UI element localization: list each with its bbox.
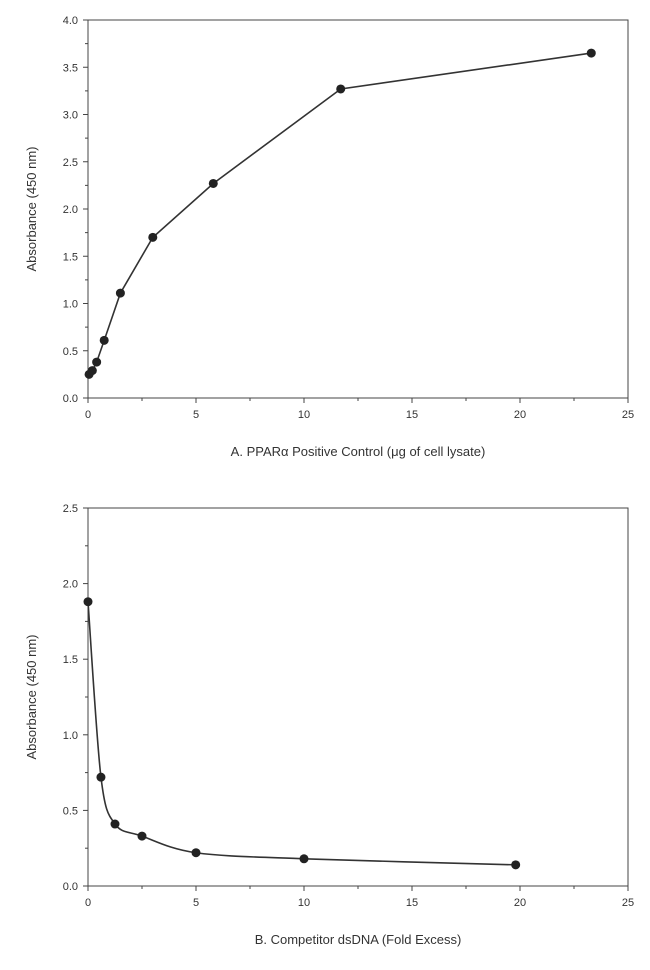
y-tick-label: 4.0 (63, 15, 78, 27)
data-point (83, 597, 93, 607)
y-tick-label: 3.0 (63, 110, 78, 122)
y-tick-label: 1.5 (63, 251, 78, 263)
x-tick-label: 25 (622, 409, 634, 421)
x-tick-label: 15 (406, 897, 418, 909)
y-tick-label: 2.0 (63, 579, 78, 591)
x-tick-label: 0 (85, 897, 91, 909)
data-point (110, 819, 120, 829)
y-axis-label: Absorbance (450 nm) (24, 634, 39, 759)
y-tick-label: 3.5 (63, 62, 78, 74)
x-axis-label: B. Competitor dsDNA (Fold Excess) (255, 932, 462, 947)
plot-frame (87, 507, 629, 887)
chart-b: 0 5 10 15 20 25 0.0 0.5 1.0 1.5 2.0 2.5 B. Competito… (24, 503, 634, 947)
data-point (92, 357, 102, 367)
x-tick-label: 20 (514, 897, 526, 909)
data-point (148, 232, 158, 242)
data-point (299, 854, 309, 864)
y-tick-label: 1.5 (63, 654, 78, 666)
y-tick-label: 0.5 (63, 346, 78, 358)
y-tick-label: 0.5 (63, 805, 78, 817)
x-tick-label: 15 (406, 409, 418, 421)
y-tick-label: 2.5 (63, 503, 78, 515)
y-tick-label: 2.0 (63, 204, 78, 216)
data-point (96, 772, 106, 782)
x-tick-label: 0 (85, 409, 91, 421)
x-axis-label: A. PPARα Positive Control (μg of cell ly… (231, 444, 486, 459)
x-tick-label: 20 (514, 409, 526, 421)
data-point (87, 366, 97, 376)
x-tick-label: 5 (193, 897, 199, 909)
data-point (586, 48, 596, 58)
data-point (511, 860, 521, 870)
data-point (208, 178, 218, 188)
series-line (88, 52, 592, 375)
y-tick-label: 1.0 (63, 730, 78, 742)
y-axis-label: Absorbance (450 nm) (24, 146, 39, 271)
y-tick-label: 0.0 (63, 881, 78, 893)
plot-frame (87, 19, 629, 399)
series-line (87, 601, 516, 866)
chart-a: 0 5 10 15 20 25 0.0 0.5 1.0 1.5 2.0 2.5 3.0 3.5 4.0 A. … (24, 15, 634, 459)
data-point (191, 848, 201, 858)
x-tick-label: 25 (622, 897, 634, 909)
y-tick-label: 1.0 (63, 299, 78, 311)
x-tick-label: 10 (298, 897, 310, 909)
x-tick-label: 5 (193, 409, 199, 421)
data-point (115, 288, 125, 298)
data-point (336, 84, 346, 94)
data-point (137, 831, 147, 841)
x-tick-label: 10 (298, 409, 310, 421)
data-point (99, 335, 109, 345)
y-tick-label: 0.0 (63, 393, 78, 405)
y-tick-label: 2.5 (63, 157, 78, 169)
